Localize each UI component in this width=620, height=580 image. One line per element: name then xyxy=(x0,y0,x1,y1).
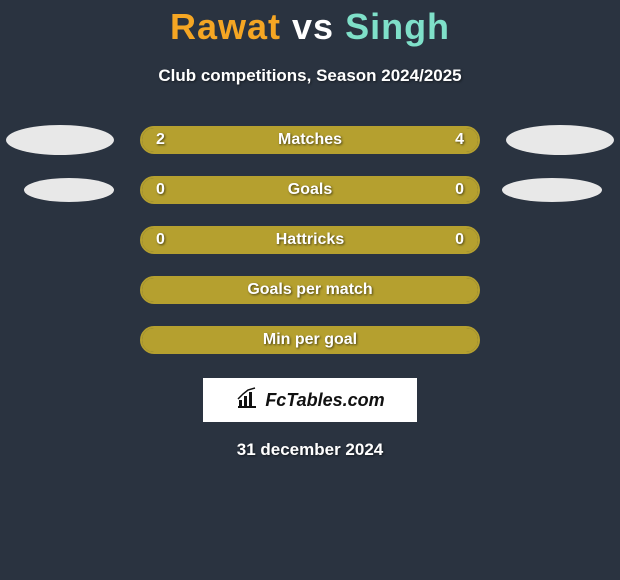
player2-name: Singh xyxy=(345,6,450,47)
stat-row: 24Matches xyxy=(0,126,620,154)
comparison-title: Rawat vs Singh xyxy=(0,0,620,48)
stat-label: Matches xyxy=(142,131,478,149)
team-badge-left xyxy=(6,125,114,155)
stat-label: Goals xyxy=(142,181,478,199)
brand-text: FcTables.com xyxy=(265,390,384,411)
player1-name: Rawat xyxy=(170,6,281,47)
team-badge-right xyxy=(502,178,602,202)
stat-bar: 24Matches xyxy=(140,126,480,154)
stat-label: Goals per match xyxy=(142,281,478,299)
stat-row: 00Hattricks xyxy=(0,226,620,254)
date-text: 31 december 2024 xyxy=(0,440,620,460)
subtitle: Club competitions, Season 2024/2025 xyxy=(0,66,620,86)
stat-label: Min per goal xyxy=(142,331,478,349)
bar-chart-icon xyxy=(235,386,259,415)
team-badge-right xyxy=(506,125,614,155)
team-badge-left xyxy=(24,178,114,202)
stat-label: Hattricks xyxy=(142,231,478,249)
stat-row: Goals per match xyxy=(0,276,620,304)
stat-bar: 00Goals xyxy=(140,176,480,204)
vs-text: vs xyxy=(292,6,334,47)
stat-bar: Min per goal xyxy=(140,326,480,354)
stat-row: Min per goal xyxy=(0,326,620,354)
brand-box: FcTables.com xyxy=(203,378,417,422)
stat-bar: 00Hattricks xyxy=(140,226,480,254)
stat-rows-container: 24Matches 00Goals 00Hattricks Goals per mat… xyxy=(0,126,620,354)
stat-bar: Goals per match xyxy=(140,276,480,304)
stat-row: 00Goals xyxy=(0,176,620,204)
